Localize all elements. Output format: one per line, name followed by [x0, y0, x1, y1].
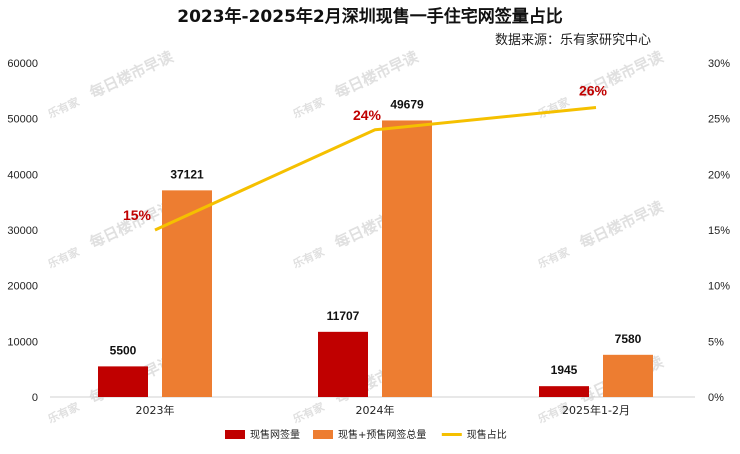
data-source: 数据来源：乐有家研究中心 [495, 32, 651, 48]
axes: 0 10000 20000 30000 40000 50000 60000 0% 5% 10% 15… [7, 58, 730, 417]
y-left-tick-label: 50000 [7, 114, 38, 126]
legend-label: 现售+预售网签总量 [338, 428, 426, 441]
ratio-value-label: 26% [579, 83, 608, 99]
bar-value-label: 37121 [170, 167, 204, 181]
watermark-logo-text: 乐有家 [291, 399, 328, 426]
y-left-tick-label: 0 [32, 392, 38, 404]
watermark-logo-text: 乐有家 [46, 94, 83, 121]
bar [162, 190, 212, 397]
bar-value-label: 11707 [327, 309, 360, 323]
legend-swatch [225, 430, 245, 439]
y-right-tick-label: 5% [708, 336, 724, 348]
x-tick-label: 2023年 [136, 403, 175, 417]
legend-label: 现售网签量 [250, 428, 300, 441]
watermark-logo-text: 乐有家 [46, 399, 83, 426]
bar [98, 366, 148, 397]
x-tick-label: 2024年 [356, 403, 395, 417]
bar-value-label: 49679 [390, 97, 424, 111]
bar-value-label: 5500 [110, 343, 137, 357]
watermark-logo-text: 乐有家 [536, 94, 573, 121]
watermark-text: 每日楼市早读 [577, 198, 666, 252]
y-left-tick-label: 10000 [7, 336, 38, 348]
bar [539, 386, 589, 397]
y-left-tick-label: 40000 [7, 169, 38, 181]
bars: 5500 11707 1945 37121 49679 7580 [98, 97, 653, 398]
chart-title: 2023年-2025年2月深圳现售一手住宅网签量占比 [177, 6, 563, 27]
y-right-tick-label: 0% [708, 392, 724, 404]
y-left-tick-label: 20000 [7, 281, 38, 293]
legend-label: 现售占比 [467, 428, 507, 441]
y-left-tick-label: 60000 [7, 58, 38, 70]
legend-item: 现售网签量 [225, 428, 300, 441]
bar [318, 331, 368, 397]
x-tick-label: 2025年1-2月 [562, 403, 630, 417]
legend-swatch [313, 430, 333, 439]
y-right-tick-label: 25% [708, 114, 730, 126]
ratio-line-group: 15% 24% 26% [123, 83, 608, 232]
watermark-text: 每日楼市早读 [332, 48, 421, 102]
y-right-tick-label: 10% [708, 281, 730, 293]
legend-item: 现售+预售网签总量 [313, 428, 426, 441]
watermark-logo-text: 乐有家 [46, 244, 83, 271]
bar [603, 354, 653, 397]
bar-value-label: 1945 [551, 363, 578, 377]
watermark-logo-text: 乐有家 [291, 244, 328, 271]
watermark-text: 每日楼市早读 [87, 48, 176, 102]
legend: 现售网签量 现售+预售网签总量 现售占比 [225, 428, 507, 441]
y-right-tick-label: 30% [708, 58, 730, 70]
y-right-tick-label: 20% [708, 169, 730, 181]
bar-value-label: 7580 [615, 332, 642, 346]
ratio-value-label: 15% [123, 207, 152, 223]
legend-item: 现售占比 [441, 428, 507, 441]
y-right-tick-label: 15% [708, 225, 730, 237]
y-left-tick-label: 30000 [7, 225, 38, 237]
ratio-value-label: 24% [353, 107, 382, 123]
ratio-line [154, 106, 597, 232]
watermark-logo-text: 乐有家 [536, 244, 573, 271]
watermark-logo-text: 乐有家 [291, 94, 328, 121]
bar [382, 120, 432, 398]
